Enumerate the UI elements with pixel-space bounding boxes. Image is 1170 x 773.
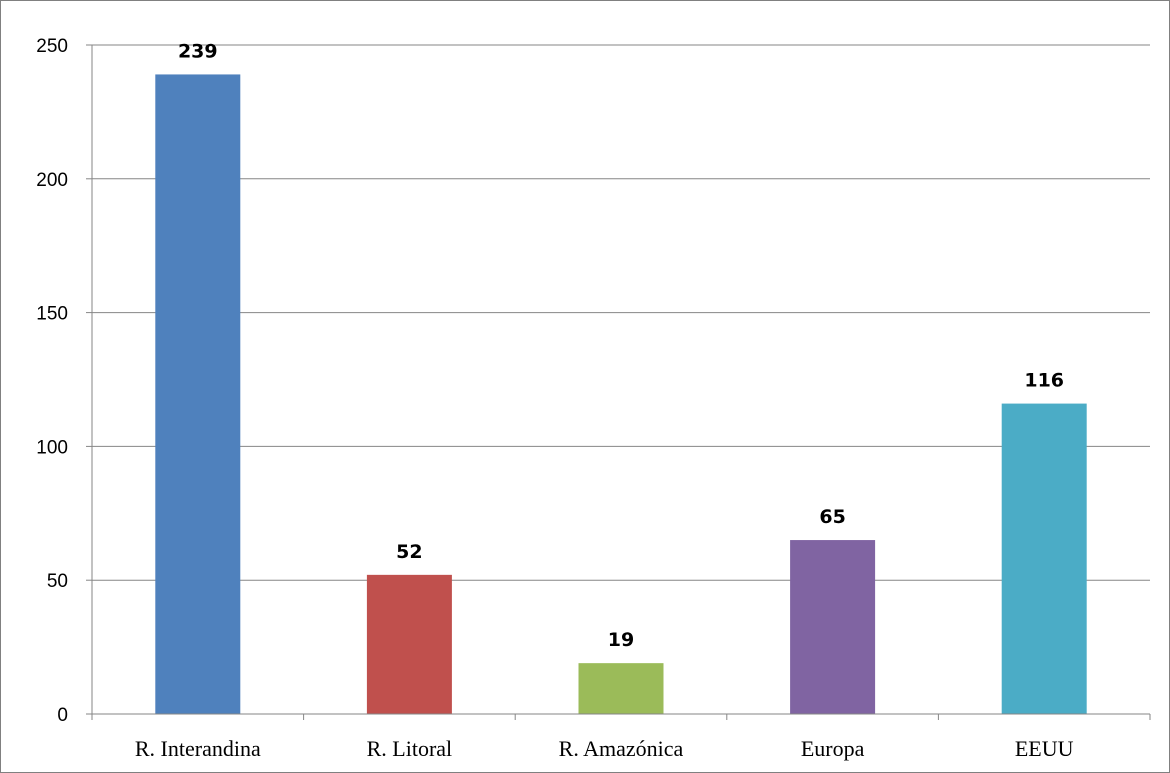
x-tick-label: EEUU — [1015, 736, 1074, 761]
y-tick-label: 150 — [36, 304, 68, 325]
x-tick-label: Europa — [801, 736, 865, 761]
bar — [155, 74, 241, 715]
x-tick-label: R. Litoral — [367, 736, 453, 761]
data-label: 65 — [819, 506, 845, 528]
bar — [366, 574, 452, 714]
data-label: 116 — [1024, 370, 1064, 392]
gridlines — [92, 44, 1150, 581]
y-tick-label: 250 — [36, 36, 68, 57]
y-tick-label: 50 — [47, 571, 68, 592]
y-tick-label: 100 — [36, 437, 68, 458]
data-label: 52 — [396, 541, 422, 563]
bar — [578, 663, 664, 714]
x-axis — [91, 713, 1151, 720]
y-tick-label: 200 — [36, 170, 68, 191]
bar — [1001, 403, 1087, 714]
x-tick-label: R. Amazónica — [559, 736, 684, 761]
y-axis-ticks: 0 50 100 150 200 250 — [36, 36, 93, 726]
bar — [790, 540, 876, 714]
x-tick-label: R. Interandina — [135, 736, 261, 761]
bars — [155, 74, 1087, 715]
data-label: 239 — [178, 40, 218, 62]
data-labels: 239 52 19 65 116 — [178, 40, 1064, 651]
x-axis-labels: R. Interandina R. Litoral R. Amazónica Euro… — [135, 736, 1074, 761]
y-tick-label: 0 — [57, 705, 68, 726]
data-label: 19 — [608, 629, 634, 651]
